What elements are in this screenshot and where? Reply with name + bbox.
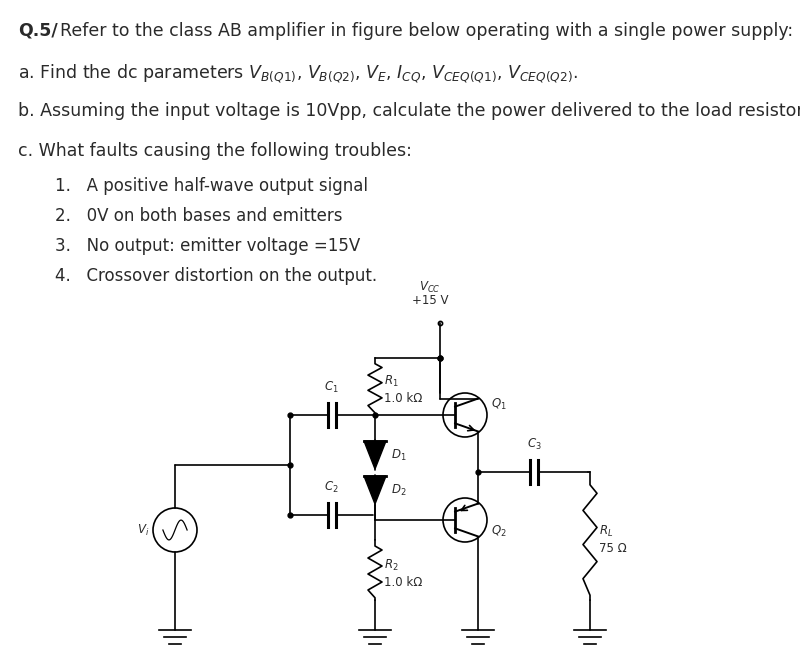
Text: c. What faults causing the following troubles:: c. What faults causing the following tro…: [18, 142, 412, 160]
Text: $D_2$: $D_2$: [391, 482, 406, 497]
Text: $Q_2$: $Q_2$: [491, 524, 506, 538]
Text: 2.   0V on both bases and emitters: 2. 0V on both bases and emitters: [55, 207, 342, 225]
Text: Refer to the class AB amplifier in figure below operating with a single power su: Refer to the class AB amplifier in figur…: [60, 22, 793, 40]
Text: 1.0 kΩ: 1.0 kΩ: [384, 392, 422, 405]
Text: $R_1$: $R_1$: [384, 374, 398, 389]
Text: 3.   No output: emitter voltage =15V: 3. No output: emitter voltage =15V: [55, 237, 360, 255]
Text: $C_2$: $C_2$: [324, 480, 339, 495]
Text: 75 Ω: 75 Ω: [599, 542, 626, 555]
Text: $V_i$: $V_i$: [137, 522, 149, 538]
Text: $R_L$: $R_L$: [599, 524, 614, 538]
Text: $R_2$: $R_2$: [384, 557, 398, 572]
Text: 1.0 kΩ: 1.0 kΩ: [384, 576, 422, 588]
Text: $C_3$: $C_3$: [526, 437, 542, 452]
Text: 4.   Crossover distortion on the output.: 4. Crossover distortion on the output.: [55, 267, 377, 285]
Text: Q.5/: Q.5/: [18, 22, 58, 40]
Text: $V_{CC}$: $V_{CC}$: [419, 280, 441, 295]
Text: b. Assuming the input voltage is 10Vpp, calculate the power delivered to the loa: b. Assuming the input voltage is 10Vpp, …: [18, 102, 800, 120]
Text: +15 V: +15 V: [412, 294, 448, 307]
Text: $Q_1$: $Q_1$: [491, 397, 506, 411]
Text: a. Find the dc parameters $V_{B(Q1)}$, $V_{B(Q2)}$, $V_E$, $I_{CQ}$, $V_{CEQ(Q1): a. Find the dc parameters $V_{B(Q1)}$, $…: [18, 62, 578, 85]
Text: $D_1$: $D_1$: [391, 447, 406, 463]
Polygon shape: [364, 476, 386, 504]
Text: 1.   A positive half-wave output signal: 1. A positive half-wave output signal: [55, 177, 368, 195]
Polygon shape: [364, 441, 386, 469]
Text: $C_1$: $C_1$: [324, 380, 339, 395]
